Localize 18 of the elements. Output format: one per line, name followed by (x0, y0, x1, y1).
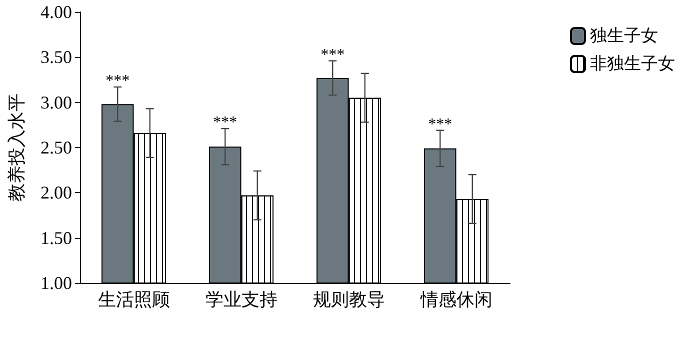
legend-label: 非独生子女 (590, 54, 675, 74)
annotation: *** (428, 116, 452, 133)
y-tick-label: 2.00 (40, 182, 72, 203)
y-tick-label: 2.50 (40, 138, 72, 158)
y-tick-label: 3.00 (40, 92, 72, 112)
y-axis-title: 教养投入水平 (6, 94, 28, 202)
annotation: *** (213, 114, 238, 132)
y-tick-label: 1.00 (40, 273, 72, 293)
x-tick-label: 规则教导 (312, 290, 385, 310)
annotation: *** (320, 46, 345, 64)
annotation: *** (106, 72, 130, 90)
legend-label: 独生子女 (590, 26, 658, 46)
x-tick-label: 生活照顾 (98, 290, 170, 310)
x-tick-label: 学业支持 (205, 290, 278, 310)
y-tick-label: 3.50 (40, 47, 72, 68)
y-tick-label: 4.00 (40, 2, 72, 22)
x-tick-label: 情感休闲 (419, 290, 492, 310)
y-tick-label: 1.50 (40, 228, 72, 248)
